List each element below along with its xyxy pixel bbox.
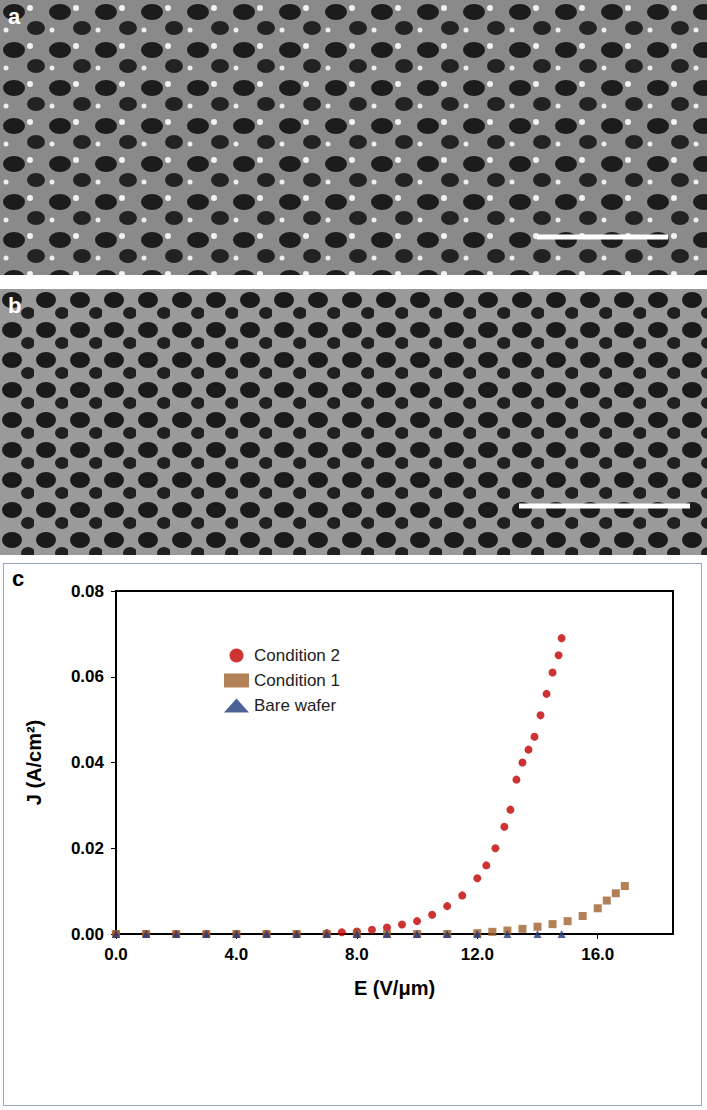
svg-text:0.00: 0.00 <box>71 925 104 944</box>
svg-text:0.02: 0.02 <box>71 839 104 858</box>
svg-text:Condition 2: Condition 2 <box>254 646 340 665</box>
svg-text:0.06: 0.06 <box>71 667 104 686</box>
svg-text:0.04: 0.04 <box>71 753 105 772</box>
svg-text:8.0: 8.0 <box>345 945 369 964</box>
html-text:c: c <box>12 566 25 591</box>
svg-text:4.0: 4.0 <box>225 945 249 964</box>
html-text:b: b <box>8 293 22 318</box>
svg-text:0.08: 0.08 <box>71 582 104 601</box>
svg-text:0.0: 0.0 <box>104 945 128 964</box>
svg-text:16.0: 16.0 <box>581 945 614 964</box>
svg-text:Condition 1: Condition 1 <box>254 671 340 690</box>
svg-text:12.0: 12.0 <box>461 945 494 964</box>
svg-text:Bare wafer: Bare wafer <box>254 696 337 715</box>
html-text:a: a <box>8 4 21 29</box>
svg-text:J (A/cm²): J (A/cm²) <box>23 720 45 806</box>
svg-text:E (V/μm): E (V/μm) <box>354 977 435 999</box>
